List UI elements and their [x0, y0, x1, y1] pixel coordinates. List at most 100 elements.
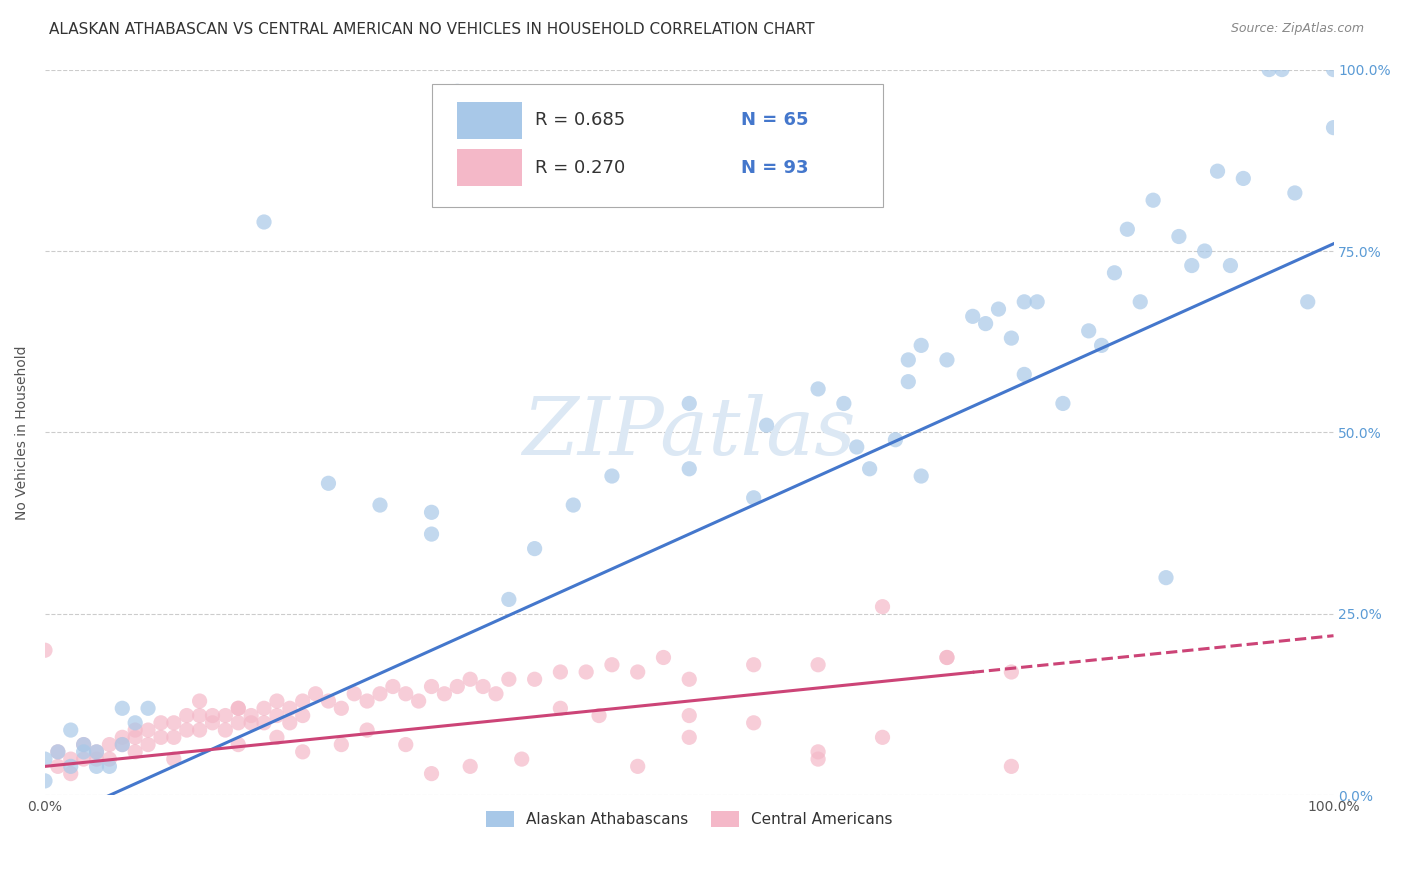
Point: [34, 773, 56, 788]
Point: [163, 731, 186, 745]
Point: [936, 650, 959, 665]
Point: [962, 310, 984, 324]
Point: [859, 462, 882, 476]
Point: [176, 708, 198, 723]
Point: [1194, 244, 1216, 258]
Point: [807, 752, 830, 766]
Point: [872, 731, 894, 745]
Point: [111, 738, 134, 752]
Point: [72, 745, 94, 759]
Point: [330, 701, 353, 715]
Text: Source: ZipAtlas.com: Source: ZipAtlas.com: [1230, 22, 1364, 36]
Point: [188, 708, 211, 723]
Point: [368, 687, 391, 701]
Point: [1284, 186, 1306, 200]
Point: [86, 745, 108, 759]
Point: [72, 738, 94, 752]
Point: [1000, 665, 1022, 679]
Point: [807, 657, 830, 672]
Point: [1142, 193, 1164, 207]
Point: [318, 694, 340, 708]
Point: [136, 738, 159, 752]
Point: [1258, 62, 1281, 77]
Text: R = 0.270: R = 0.270: [534, 159, 624, 177]
Point: [807, 745, 830, 759]
Point: [1296, 294, 1319, 309]
Point: [226, 701, 249, 715]
Point: [485, 687, 508, 701]
Point: [472, 680, 495, 694]
Point: [1090, 338, 1112, 352]
Point: [652, 650, 675, 665]
Point: [278, 701, 301, 715]
Point: [523, 541, 546, 556]
Point: [897, 352, 920, 367]
Point: [627, 665, 650, 679]
Point: [884, 433, 907, 447]
Point: [742, 657, 765, 672]
Point: [600, 469, 623, 483]
Point: [1077, 324, 1099, 338]
Point: [72, 752, 94, 766]
Point: [124, 723, 146, 737]
Point: [86, 759, 108, 773]
Point: [163, 715, 186, 730]
Point: [433, 687, 456, 701]
Point: [188, 694, 211, 708]
Point: [266, 694, 288, 708]
Point: [458, 673, 481, 687]
Point: [1219, 259, 1241, 273]
Point: [742, 491, 765, 505]
Point: [291, 694, 314, 708]
Point: [240, 715, 263, 730]
Point: [149, 715, 172, 730]
Point: [678, 708, 700, 723]
Point: [136, 701, 159, 715]
Point: [1181, 259, 1204, 273]
Point: [1322, 120, 1344, 135]
Point: [330, 738, 353, 752]
Point: [458, 759, 481, 773]
Point: [46, 745, 69, 759]
Point: [550, 701, 572, 715]
Point: [59, 723, 82, 737]
Point: [678, 396, 700, 410]
Point: [910, 469, 932, 483]
Point: [1052, 396, 1074, 410]
Point: [136, 723, 159, 737]
Point: [46, 745, 69, 759]
Text: N = 65: N = 65: [741, 112, 808, 129]
Point: [240, 708, 263, 723]
Point: [872, 599, 894, 614]
Point: [266, 731, 288, 745]
Point: [98, 738, 121, 752]
Point: [253, 701, 276, 715]
Point: [1026, 294, 1049, 309]
Point: [755, 418, 778, 433]
Text: ALASKAN ATHABASCAN VS CENTRAL AMERICAN NO VEHICLES IN HOUSEHOLD CORRELATION CHAR: ALASKAN ATHABASCAN VS CENTRAL AMERICAN N…: [49, 22, 815, 37]
Point: [627, 759, 650, 773]
Point: [124, 745, 146, 759]
Point: [124, 715, 146, 730]
Point: [343, 687, 366, 701]
Point: [420, 680, 443, 694]
Point: [46, 759, 69, 773]
Point: [291, 745, 314, 759]
Point: [1232, 171, 1254, 186]
Point: [832, 396, 855, 410]
Point: [34, 752, 56, 766]
Point: [1104, 266, 1126, 280]
Point: [111, 738, 134, 752]
Point: [163, 752, 186, 766]
Point: [498, 592, 520, 607]
Point: [98, 759, 121, 773]
Point: [34, 643, 56, 657]
Point: [420, 505, 443, 519]
Point: [408, 694, 430, 708]
Point: [176, 723, 198, 737]
Point: [550, 665, 572, 679]
Point: [446, 84, 468, 98]
Point: [1000, 759, 1022, 773]
Point: [936, 650, 959, 665]
Point: [1167, 229, 1189, 244]
